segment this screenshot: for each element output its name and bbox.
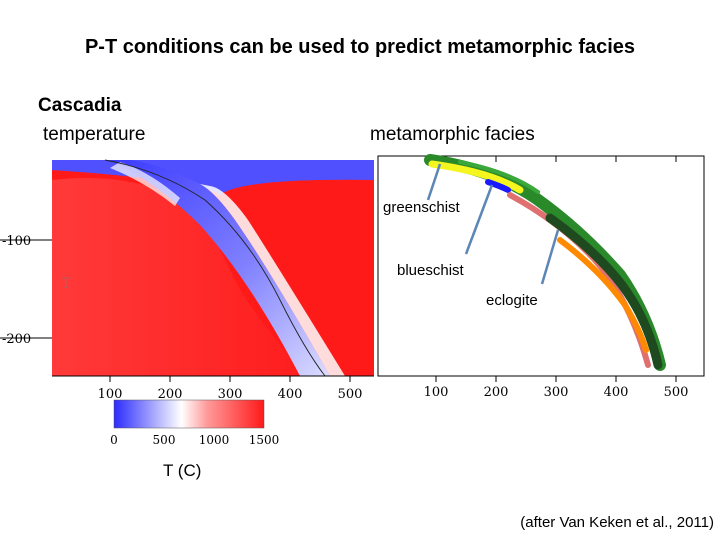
temperature-colorbar: 0 500 1000 1500 xyxy=(110,399,280,447)
eclogite-label: eclogite xyxy=(486,292,538,309)
x-tick-label: 100 xyxy=(98,387,123,400)
x-tick-label: 400 xyxy=(278,387,303,400)
colorbar-gradient xyxy=(113,399,265,429)
facies-yellow-band xyxy=(428,160,524,194)
x-tick-label: 400 xyxy=(604,385,629,400)
blueschist-label: blueschist xyxy=(397,262,464,279)
colorbar-tick: 1000 xyxy=(199,433,230,447)
source-credit: (after Van Keken et al., 2011) xyxy=(520,514,714,531)
x-tick-label: 500 xyxy=(664,385,689,400)
page-title: P-T conditions can be used to predict me… xyxy=(84,36,636,58)
colorbar-tick: 1500 xyxy=(249,433,280,447)
x-tick-label: 200 xyxy=(484,385,509,400)
temperature-panel: -100 -200 T 100 200 300 400 500 xyxy=(0,159,374,400)
colorbar-tick: 500 xyxy=(153,433,176,447)
callout-eclogite xyxy=(540,229,560,285)
callout-greenschist xyxy=(426,163,442,201)
x-tick-label: 300 xyxy=(218,387,243,400)
colorbar-unit-label: T (C) xyxy=(163,461,202,480)
y-tick-label: -200 xyxy=(2,332,31,347)
x-tick-label: 300 xyxy=(544,385,569,400)
slab-surface-line xyxy=(104,159,326,377)
facies-panel: 100 200 300 400 500 xyxy=(377,154,705,400)
t-marker: T xyxy=(61,276,71,292)
x-tick-label: 100 xyxy=(424,385,449,400)
facies-eclogite-band xyxy=(557,237,649,353)
temperature-heading: temperature xyxy=(43,124,146,145)
callout-blueschist xyxy=(464,184,494,255)
y-tick-label: -100 xyxy=(2,234,31,249)
facies-heading: metamorphic facies xyxy=(370,124,535,145)
cold-slab xyxy=(110,160,330,376)
region-label: Cascadia xyxy=(38,95,122,116)
facies-dark-band xyxy=(545,213,663,370)
x-tick-label: 200 xyxy=(158,387,183,400)
facies-blueschist-band xyxy=(485,179,511,193)
greenschist-label: greenschist xyxy=(383,199,460,216)
x-tick-label: 500 xyxy=(338,387,363,400)
colorbar-tick: 0 xyxy=(110,433,118,447)
